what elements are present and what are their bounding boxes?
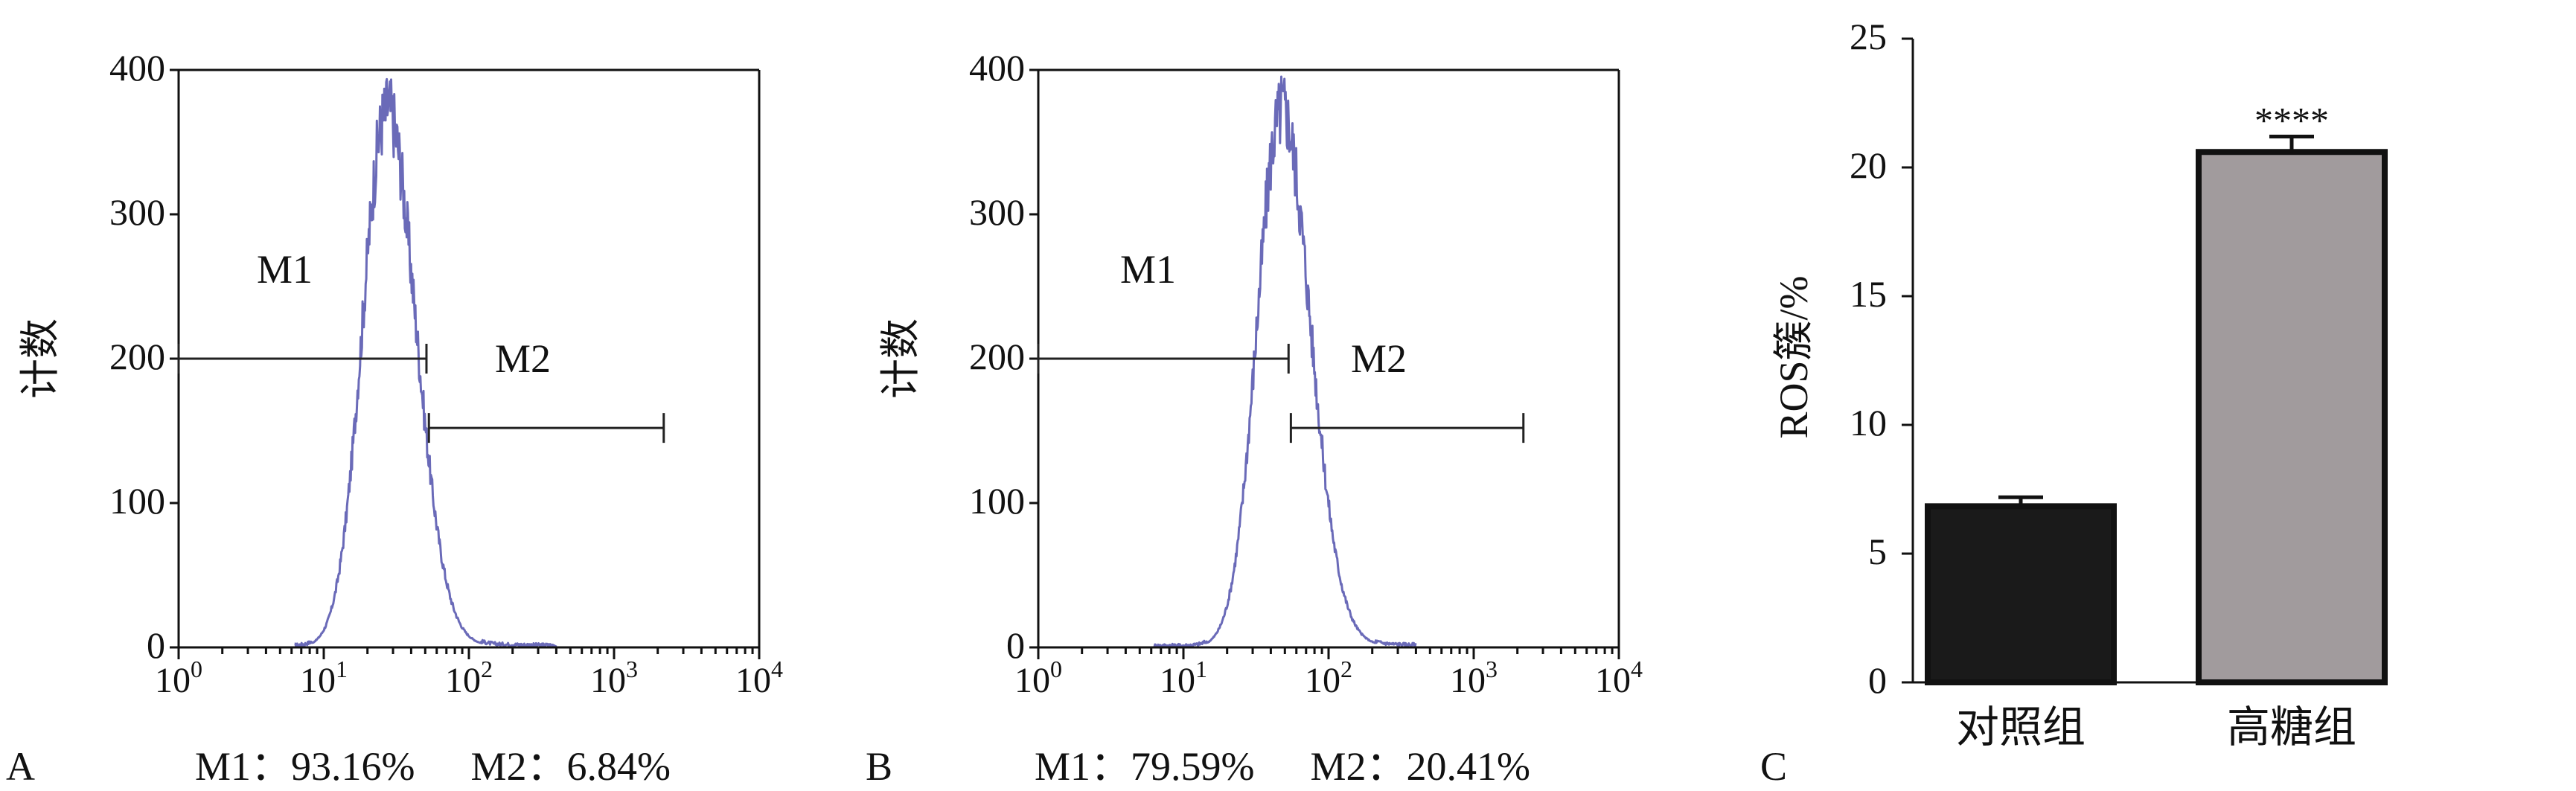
gate-label-m2-a: M2 [495,336,551,381]
y-tick-label: 400 [109,47,165,89]
x-tick-labels-a: 100 101 102 103 104 [155,656,783,700]
y-tick-label: 25 [1850,16,1887,57]
panel-letter-a: A [6,744,35,789]
panel-b: 0 100 200 300 400 100 101 102 103 104 M1… [866,47,1643,789]
x-ticks-b [1037,647,1620,659]
y-tick-label: 300 [969,191,1025,233]
caption-b: M1：79.59% M2：20.41% [1035,744,1530,789]
y-axis-label-c: ROS簇/% [1771,275,1816,438]
error-bar-high-glucose [2269,134,2314,153]
x-tick-label: 101 [1160,656,1207,700]
y-ticks-a [170,68,179,649]
y-tick-label: 15 [1850,273,1887,315]
x-tick-label: 102 [445,656,493,700]
x-tick-label: 100 [155,656,202,700]
y-axis-label-a: 计数 [18,318,63,399]
x-category-label: 高糖组 [2227,703,2356,752]
histogram-a [294,77,557,648]
y-ticks-c [1902,37,1913,684]
x-tick-label: 103 [1450,656,1498,700]
x-tick-label: 100 [1014,656,1062,700]
caption-a: M1：93.16% M2：6.84% [195,744,671,789]
y-tick-labels-b: 0 100 200 300 400 [969,47,1025,666]
y-tick-labels-c: 0 5 10 15 20 25 [1850,16,1887,701]
x-tick-label: 102 [1305,656,1352,700]
y-tick-label: 0 [147,624,165,666]
x-tick-label: 101 [300,656,348,700]
y-tick-label: 200 [969,336,1025,377]
y-tick-labels-a: 0 100 200 300 400 [109,47,165,666]
y-tick-label: 100 [109,480,165,522]
y-tick-label: 10 [1850,402,1887,443]
x-tick-label: 104 [735,656,783,700]
x-tick-label: 104 [1595,656,1643,700]
y-tick-label: 300 [109,191,165,233]
bar-high-glucose [2196,149,2388,686]
panel-letter-b: B [866,744,892,789]
y-tick-label: 400 [969,47,1025,89]
panel-a: 0 100 200 300 400 100 101 102 103 104 M1… [6,47,783,789]
y-ticks-b [1029,68,1038,649]
y-tick-label: 20 [1850,144,1887,186]
y-tick-label: 200 [109,336,165,377]
x-tick-label: 103 [590,656,638,700]
panel-c: 0 5 10 15 20 25 **** 对照组 高糖组 ROS簇/% C [1760,16,2388,789]
y-tick-label: 0 [1006,624,1025,666]
y-tick-label: 100 [969,480,1025,522]
histogram-b [1153,75,1417,649]
x-category-label: 对照组 [1956,703,2086,752]
gate-label-m1-b: M1 [1120,247,1176,292]
gate-label-m1-a: M1 [257,247,313,292]
y-tick-label: 0 [1868,659,1887,701]
x-ticks-a [177,647,761,659]
significance-label: **** [2254,99,2329,141]
x-tick-labels-b: 100 101 102 103 104 [1014,656,1643,700]
gates-b [1037,344,1525,443]
bar-control [1925,503,2117,685]
panel-letter-c: C [1760,744,1787,789]
gate-label-m2-b: M2 [1351,336,1407,381]
y-tick-label: 5 [1868,531,1887,572]
y-axis-label-b: 计数 [878,318,923,399]
gates-a [177,344,665,443]
error-bar-control [1998,495,2043,507]
